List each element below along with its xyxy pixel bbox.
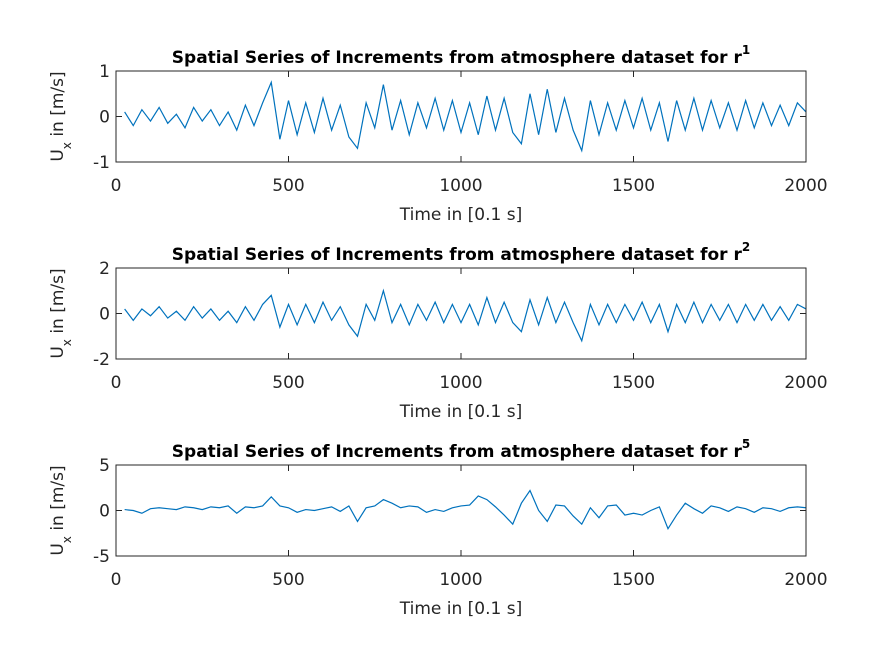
subplot: Spatial Series of Increments from atmosp…: [48, 240, 828, 422]
subplot-title: Spatial Series of Increments from atmosp…: [172, 43, 750, 68]
axes-box: [115, 464, 807, 557]
subplot-title: Spatial Series of Increments from atmosp…: [172, 437, 750, 462]
x-tick-label: 500: [272, 176, 304, 196]
title-text: Spatial Series of Increments from atmosp…: [172, 48, 743, 68]
y-label-sub: x: [60, 142, 74, 149]
y-axis-label: Ux in [m/s]: [48, 465, 74, 555]
x-tick-label: 1000: [439, 373, 482, 393]
y-axis-label: Ux in [m/s]: [48, 268, 74, 358]
title-exponent: 5: [742, 437, 750, 451]
x-tick-label: 1500: [612, 373, 655, 393]
x-tick-label: 500: [272, 570, 304, 590]
x-tick-label: 2000: [784, 570, 827, 590]
plot-area: [116, 268, 806, 359]
x-tick-label: 0: [111, 373, 122, 393]
x-tick-label: 0: [111, 176, 122, 196]
y-label-sub: x: [60, 536, 74, 543]
y-tick-label: 0: [99, 108, 110, 128]
y-label-sub: x: [60, 339, 74, 346]
title-exponent: 1: [742, 43, 750, 57]
y-label-main: U: [48, 149, 68, 161]
x-axis-label: Time in [0.1 s]: [399, 599, 522, 619]
x-tick-label: 0: [111, 570, 122, 590]
subplot-title: Spatial Series of Increments from atmosp…: [172, 240, 750, 265]
y-tick-label: 5: [99, 456, 110, 476]
x-axis-label: Time in [0.1 s]: [399, 205, 522, 225]
series-line: [124, 489, 807, 531]
y-tick-label: -2: [93, 350, 110, 370]
plot-area: [116, 71, 806, 162]
series-line: [124, 288, 807, 343]
y-tick-label: 1: [99, 62, 110, 82]
x-tick-label: 1500: [612, 570, 655, 590]
y-tick-label: 0: [99, 305, 110, 325]
x-tick-label: 1500: [612, 176, 655, 196]
y-tick-label: 2: [99, 259, 110, 279]
y-label-main: U: [48, 543, 68, 555]
x-tick-label: 2000: [784, 373, 827, 393]
axes-box: [115, 70, 807, 163]
axes-box: [115, 267, 807, 360]
x-tick-label: 1000: [439, 176, 482, 196]
x-tick-label: 500: [272, 373, 304, 393]
y-label-rest: in [m/s]: [48, 268, 68, 339]
x-tick-label: 2000: [784, 176, 827, 196]
y-label-rest: in [m/s]: [48, 465, 68, 536]
x-tick-label: 1000: [439, 570, 482, 590]
title-exponent: 2: [742, 240, 750, 254]
y-tick-label: -5: [93, 547, 110, 567]
subplot: Spatial Series of Increments from atmosp…: [48, 43, 828, 225]
y-tick-label: 0: [99, 502, 110, 522]
title-text: Spatial Series of Increments from atmosp…: [172, 442, 743, 462]
title-text: Spatial Series of Increments from atmosp…: [172, 245, 743, 265]
y-axis-label: Ux in [m/s]: [48, 71, 74, 161]
series-line: [124, 80, 807, 153]
y-label-rest: in [m/s]: [48, 71, 68, 142]
y-label-main: U: [48, 346, 68, 358]
plot-area: [116, 465, 806, 556]
subplot: Spatial Series of Increments from atmosp…: [48, 437, 828, 619]
x-axis-label: Time in [0.1 s]: [399, 402, 522, 422]
y-tick-label: -1: [93, 153, 110, 173]
